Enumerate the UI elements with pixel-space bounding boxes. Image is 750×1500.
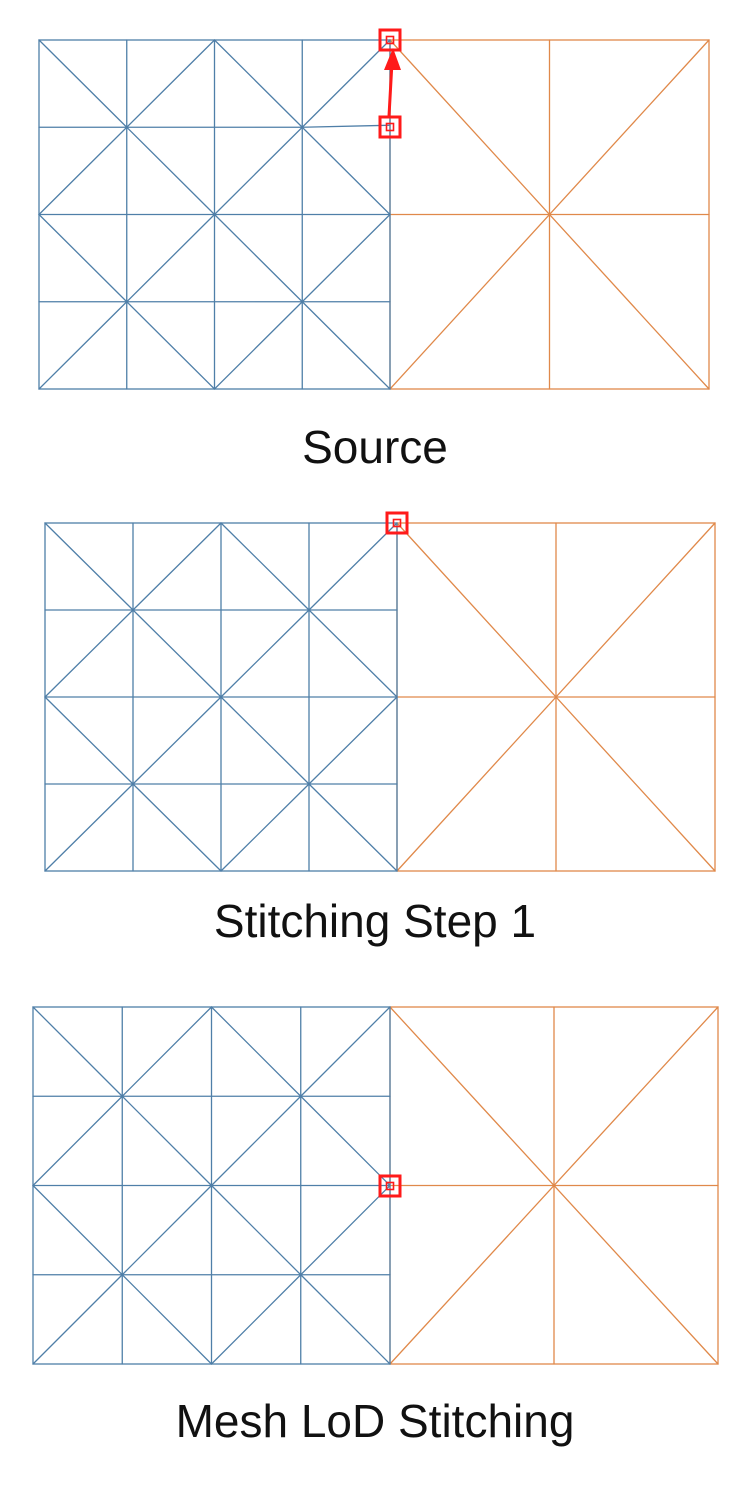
fine-diagonal [210, 1095, 302, 1187]
fine-grid-line [301, 124, 391, 128]
fine-diagonal [210, 1274, 302, 1365]
fine-diagonal [210, 1006, 302, 1097]
fine-diagonal [213, 39, 303, 128]
fine-diagonal [210, 1184, 302, 1276]
fine-diagonal [213, 126, 303, 216]
fine-diagonal [38, 301, 128, 390]
move-arrow-head [384, 48, 401, 70]
fine-diagonal [126, 213, 216, 303]
fine-diagonal [300, 1184, 391, 1276]
fine-diagonal [32, 1184, 123, 1276]
fine-diagonal [121, 1184, 213, 1276]
fine-diagonal [308, 783, 398, 872]
fine-diagonal [38, 213, 128, 303]
fine-mesh [38, 39, 391, 390]
move-arrow-shaft [387, 60, 394, 118]
fine-diagonal [213, 213, 303, 303]
fine-diagonal [308, 522, 398, 611]
fine-diagonal [308, 609, 398, 698]
fine-diagonal [38, 39, 128, 128]
seam-corner-vertex-marker [385, 511, 409, 535]
fine-diagonal [213, 301, 303, 390]
fine-diagonal [301, 126, 391, 216]
highlight-square [378, 28, 402, 52]
fine-diagonal [300, 1006, 391, 1097]
fine-mesh [44, 522, 398, 872]
coarse-mesh [396, 522, 716, 872]
coarse-mesh [389, 39, 710, 390]
coarse-diagonal [389, 39, 710, 390]
fine-diagonal [121, 1095, 213, 1187]
fine-mesh [32, 1006, 391, 1365]
fine-diagonal [220, 783, 310, 872]
fine-diagonal [132, 696, 222, 785]
highlight-dot [385, 1181, 395, 1191]
fine-diagonal [126, 126, 216, 216]
fine-diagonal [220, 696, 310, 785]
fine-diagonal [44, 696, 134, 785]
mesh-lod-stitching-panel [32, 1006, 719, 1365]
fine-diagonal [308, 696, 398, 785]
fine-diagonal [121, 1274, 213, 1365]
mesh-lod-stitching-caption: Mesh LoD Stitching [175, 1395, 575, 1447]
highlight-dot [385, 122, 395, 132]
fine-diagonal [301, 301, 391, 390]
coarse-diagonal [389, 1006, 719, 1365]
fine-diagonal [220, 609, 310, 698]
highlight-dot [385, 35, 395, 45]
fine-diagonal [301, 213, 391, 303]
coarse-mesh [389, 1006, 719, 1365]
fine-diagonal [44, 522, 134, 611]
fine-diagonal [38, 126, 128, 216]
fine-diagonal [300, 1274, 391, 1365]
fine-diagonal [220, 522, 310, 611]
stitching-step-1-caption: Stitching Step 1 [213, 895, 537, 947]
coarse-diagonal [396, 522, 716, 872]
seam-mid-vertex-marker [378, 1174, 402, 1198]
fine-diagonal [301, 39, 391, 128]
highlight-square [378, 1174, 402, 1198]
stitching-step-1-panel [44, 511, 716, 872]
seam-corner-vertex-marker [378, 28, 402, 52]
fine-diagonal [44, 783, 134, 872]
highlight-square [385, 511, 409, 535]
fine-diagonal [32, 1095, 123, 1187]
fine-diagonal [132, 783, 222, 872]
fine-diagonal [300, 1095, 391, 1187]
source-caption: Source [302, 421, 448, 473]
source-panel [38, 28, 710, 390]
fine-diagonal [126, 39, 216, 128]
fine-diagonal [121, 1006, 213, 1097]
fine-diagonal [32, 1006, 123, 1097]
fine-diagonal [32, 1274, 123, 1365]
fine-diagonal [132, 609, 222, 698]
fine-diagonal [132, 522, 222, 611]
highlight-dot [392, 518, 402, 528]
fine-diagonal [126, 301, 216, 390]
fine-diagonal [44, 609, 134, 698]
